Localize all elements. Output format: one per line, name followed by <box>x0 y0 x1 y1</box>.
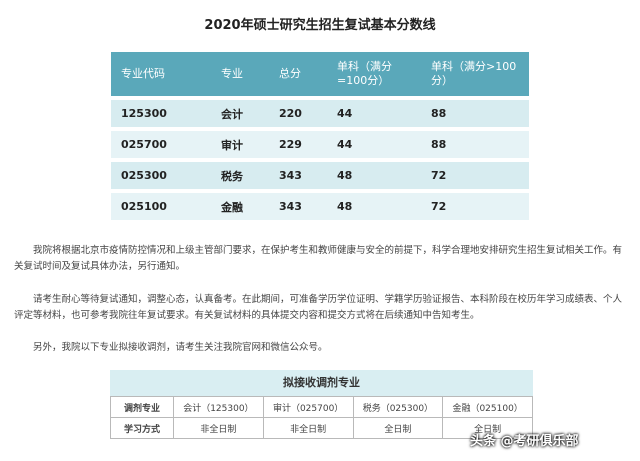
header-total: 总分 <box>269 52 327 96</box>
cell-single-gt100: 72 <box>421 193 529 220</box>
table-row: 025300 税务 343 48 72 <box>111 162 529 189</box>
cell-single-100: 48 <box>327 162 421 189</box>
cell-single-100: 44 <box>327 131 421 158</box>
cell-major: 会计 <box>211 100 269 127</box>
table-row: 学习方式 非全日制 非全日制 全日制 全日制 <box>110 417 533 439</box>
cell-major: 税务 <box>211 162 269 189</box>
adjust-major-cell: 税务（025300） <box>352 396 444 418</box>
table-row: 调剂专业 会计（125300） 审计（025700） 税务（025300） 金融… <box>110 396 533 418</box>
adjust-mode-cell: 全日制 <box>352 417 444 439</box>
watermark: 头条 @考研俱乐部 <box>470 434 579 449</box>
adjust-mode-cell: 全日制 <box>442 417 533 439</box>
table-row: 025100 金融 343 48 72 <box>111 193 529 220</box>
cell-single-100: 48 <box>327 193 421 220</box>
header-code: 专业代码 <box>111 52 211 96</box>
paragraph-adjust: 另外，我院以下专业拟接收调剂，请考生关注我院官网和微信公众号。 <box>33 342 328 353</box>
score-table-header: 专业代码 专业 总分 单科（满分=100分） 单科（满分>100分） <box>111 52 529 96</box>
adjust-row-label: 学习方式 <box>110 417 174 439</box>
score-table: 专业代码 专业 总分 单科（满分=100分） 单科（满分>100分） 12530… <box>111 48 529 224</box>
header-single-100: 单科（满分=100分） <box>327 52 421 96</box>
adjust-major-cell: 金融（025100） <box>442 396 533 418</box>
adjust-table: 拟接收调剂专业 调剂专业 会计（125300） 审计（025700） 税务（02… <box>110 370 533 439</box>
paragraph-prepare: 请考生耐心等待复试通知，调整心态，认真备考。在此期间，可准备学历学位证明、学籍学… <box>14 294 623 321</box>
adjust-major-cell: 审计（025700） <box>262 396 354 418</box>
cell-code: 125300 <box>111 100 211 127</box>
cell-major: 审计 <box>211 131 269 158</box>
cell-code: 025300 <box>111 162 211 189</box>
cell-major: 金融 <box>211 193 269 220</box>
cell-single-100: 44 <box>327 100 421 127</box>
adjust-major-cell: 会计（125300） <box>173 396 264 418</box>
table-row: 025700 审计 229 44 88 <box>111 131 529 158</box>
cell-total: 343 <box>269 162 327 189</box>
paragraph-retest-notice: 我院将根据北京市疫情防控情况和上级主管部门要求，在保护考生和教师健康与安全的前提… <box>14 245 623 272</box>
page-title: 2020年硕士研究生招生复试基本分数线 <box>204 18 436 33</box>
cell-single-gt100: 88 <box>421 131 529 158</box>
adjust-mode-cell: 非全日制 <box>173 417 264 439</box>
table-row: 125300 会计 220 44 88 <box>111 100 529 127</box>
cell-total: 220 <box>269 100 327 127</box>
header-single-gt100: 单科（满分>100分） <box>421 52 529 96</box>
cell-total: 343 <box>269 193 327 220</box>
cell-single-gt100: 72 <box>421 162 529 189</box>
cell-code: 025700 <box>111 131 211 158</box>
cell-code: 025100 <box>111 193 211 220</box>
adjust-mode-cell: 非全日制 <box>262 417 354 439</box>
adjust-row-label: 调剂专业 <box>110 396 174 418</box>
cell-total: 229 <box>269 131 327 158</box>
cell-single-gt100: 88 <box>421 100 529 127</box>
adjust-table-title: 拟接收调剂专业 <box>110 370 533 396</box>
header-major: 专业 <box>211 52 269 96</box>
